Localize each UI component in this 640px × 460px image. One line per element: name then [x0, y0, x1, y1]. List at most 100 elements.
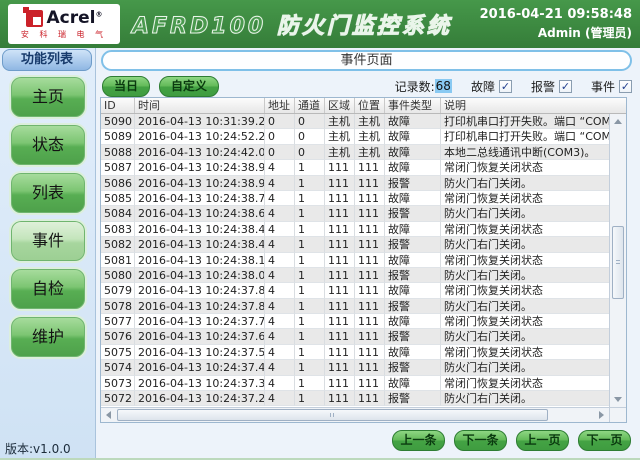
table-cell: 0 — [265, 114, 295, 130]
table-cell: 1 — [295, 160, 325, 176]
column-header: 位置 — [355, 98, 385, 113]
sidebar: 功能列表 主页 状态 列表 事件 自检 维护 版本:v1.0.0 — [0, 48, 96, 458]
sidebar-nav: 主页 状态 列表 事件 自检 维护 — [9, 75, 87, 359]
next-page-button[interactable]: 下一页 — [578, 430, 631, 451]
sidebar-item-events[interactable]: 事件 — [9, 219, 87, 263]
table-cell: 故障 — [385, 314, 441, 330]
alarm-checkbox[interactable]: ✓ — [558, 79, 572, 93]
table-cell: 4 — [265, 237, 295, 253]
table-cell: 111 — [325, 175, 355, 191]
table-cell: 主机 — [355, 129, 385, 145]
table-cell: 故障 — [385, 129, 441, 145]
table-cell: 2016-04-13 10:24:38.027 — [135, 267, 265, 284]
version-label: 版本:v1.0.0 — [5, 442, 71, 456]
event-filter-label: 事件 — [590, 79, 615, 94]
table-cell: 5079 — [101, 283, 135, 299]
table-cell: 打印机串口打开失败。端口 “COM5” — [441, 114, 610, 130]
horizontal-scrollbar-track[interactable] — [116, 408, 594, 422]
table-cell: 4 — [265, 314, 295, 330]
logged-in-user: Admin (管理员) — [537, 25, 632, 40]
table-cell: 1 — [295, 283, 325, 299]
today-button[interactable]: 当日 — [102, 75, 150, 97]
event-checkbox[interactable]: ✓ — [619, 79, 632, 93]
custom-range-button[interactable]: 自定义 — [159, 75, 219, 97]
scroll-left-arrow-icon[interactable] — [101, 408, 116, 422]
table-cell: 1 — [295, 252, 325, 268]
scroll-down-arrow-icon[interactable] — [610, 392, 626, 407]
sidebar-item-list[interactable]: 列表 — [9, 171, 87, 215]
table-cell: 5085 — [101, 190, 135, 207]
page-title: 事件页面 — [101, 50, 632, 71]
table-cell: 故障 — [385, 190, 441, 207]
registered-mark: ® — [95, 10, 103, 19]
table-cell: 2016-04-13 10:24:38.927 — [135, 175, 265, 191]
scroll-up-arrow-icon[interactable] — [610, 114, 626, 129]
table-cell: 5087 — [101, 160, 135, 176]
table-cell: 2016-04-13 10:24:37.253 — [135, 391, 265, 407]
datetime-display: 2016-04-21 09:58:48 — [479, 7, 632, 22]
table-cell: 5081 — [101, 252, 135, 268]
column-header: ID — [101, 98, 135, 113]
toolbar: 当日 自定义 记录数: 68 故障 ✓ 报警 ✓ 事件 ✓ — [102, 75, 632, 97]
table-cell: 报警 — [385, 360, 441, 376]
table-cell: 4 — [265, 190, 295, 207]
column-header: 事件类型 — [385, 98, 441, 113]
record-count-value: 68 — [434, 79, 452, 93]
table-cell: 4 — [265, 375, 295, 392]
table-cell: 111 — [325, 221, 355, 238]
table-cell: 2016-04-13 10:24:37.543 — [135, 344, 265, 361]
table-cell: 4 — [265, 206, 295, 222]
events-table: ID 时间 地址 通道 区域 位置 事件类型 说明 5090 2016-04-13 10:31:… — [100, 97, 627, 423]
column-header: 说明 — [444, 99, 466, 112]
table-cell: 1 — [295, 329, 325, 345]
pager: 上一条 下一条 上一页 下一页 — [392, 430, 631, 451]
vertical-scrollbar[interactable] — [609, 114, 626, 407]
table-cell: 2016-04-13 10:24:37.327 — [135, 375, 265, 392]
sidebar-item-maintenance[interactable]: 维护 — [9, 315, 87, 359]
table-cell: 111 — [355, 375, 385, 392]
table-cell: 5078 — [101, 298, 135, 315]
table-cell: 5090 — [101, 114, 135, 130]
prev-page-button[interactable]: 上一页 — [516, 430, 569, 451]
table-cell: 5088 — [101, 144, 135, 161]
table-cell: 常闭门恢复关闭状态 — [441, 222, 610, 238]
horizontal-scrollbar[interactable] — [101, 407, 626, 422]
scroll-right-arrow-icon[interactable] — [594, 408, 609, 422]
vertical-scrollbar-thumb[interactable] — [612, 226, 624, 299]
sidebar-item-status[interactable]: 状态 — [9, 123, 87, 167]
app-title: AFRD100 防火门监控系统 — [132, 14, 452, 40]
next-item-button[interactable]: 下一条 — [454, 430, 507, 451]
table-cell: 111 — [355, 190, 385, 207]
table-cell: 111 — [325, 360, 355, 376]
table-cell: 111 — [325, 344, 355, 361]
table-cell: 4 — [265, 298, 295, 315]
prev-item-button[interactable]: 上一条 — [392, 430, 445, 451]
sidebar-header[interactable]: 功能列表 — [2, 49, 92, 71]
fault-checkbox[interactable]: ✓ — [498, 79, 512, 93]
table-cell: 111 — [355, 175, 385, 191]
sidebar-item-home[interactable]: 主页 — [9, 75, 87, 119]
horizontal-scrollbar-thumb[interactable] — [117, 409, 548, 421]
table-cell: 故障 — [385, 344, 441, 361]
table-cell: 2016-04-13 10:24:37.710 — [135, 314, 265, 330]
sidebar-item-selfcheck[interactable]: 自检 — [9, 267, 87, 311]
